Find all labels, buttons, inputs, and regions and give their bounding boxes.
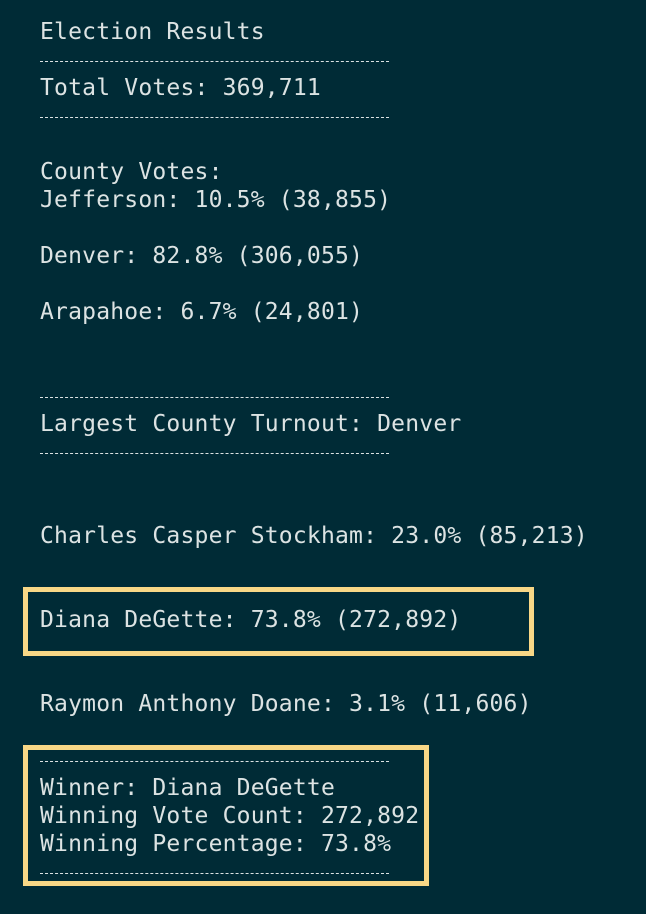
separator-line: [40, 873, 389, 874]
separator-line: [40, 61, 389, 62]
candidate-line-doane: Raymon Anthony Doane: 3.1% (11,606): [40, 691, 532, 717]
total-votes: Total Votes: 369,711: [40, 75, 321, 101]
winner-highlight-box: [23, 745, 429, 886]
largest-county-turnout: Largest County Turnout: Denver: [40, 411, 462, 437]
separator-line: [40, 453, 389, 454]
separator-line: [40, 397, 389, 398]
county-votes-header: County Votes:: [40, 159, 223, 185]
winning-percentage: Winning Percentage: 73.8%: [40, 831, 392, 857]
candidate-line-degette: Diana DeGette: 73.8% (272,892): [40, 607, 462, 633]
candidate-highlight-box: [23, 587, 534, 656]
separator-line: [40, 761, 389, 762]
winning-vote-count: Winning Vote Count: 272,892: [40, 803, 420, 829]
winner-name: Winner: Diana DeGette: [40, 775, 335, 801]
county-line-jefferson: Jefferson: 10.5% (38,855): [40, 187, 392, 213]
county-line-denver: Denver: 82.8% (306,055): [40, 243, 364, 269]
separator-line: [40, 117, 389, 118]
county-line-arapahoe: Arapahoe: 6.7% (24,801): [40, 299, 364, 325]
candidate-line-stockham: Charles Casper Stockham: 23.0% (85,213): [40, 523, 588, 549]
report-title: Election Results: [40, 19, 265, 45]
